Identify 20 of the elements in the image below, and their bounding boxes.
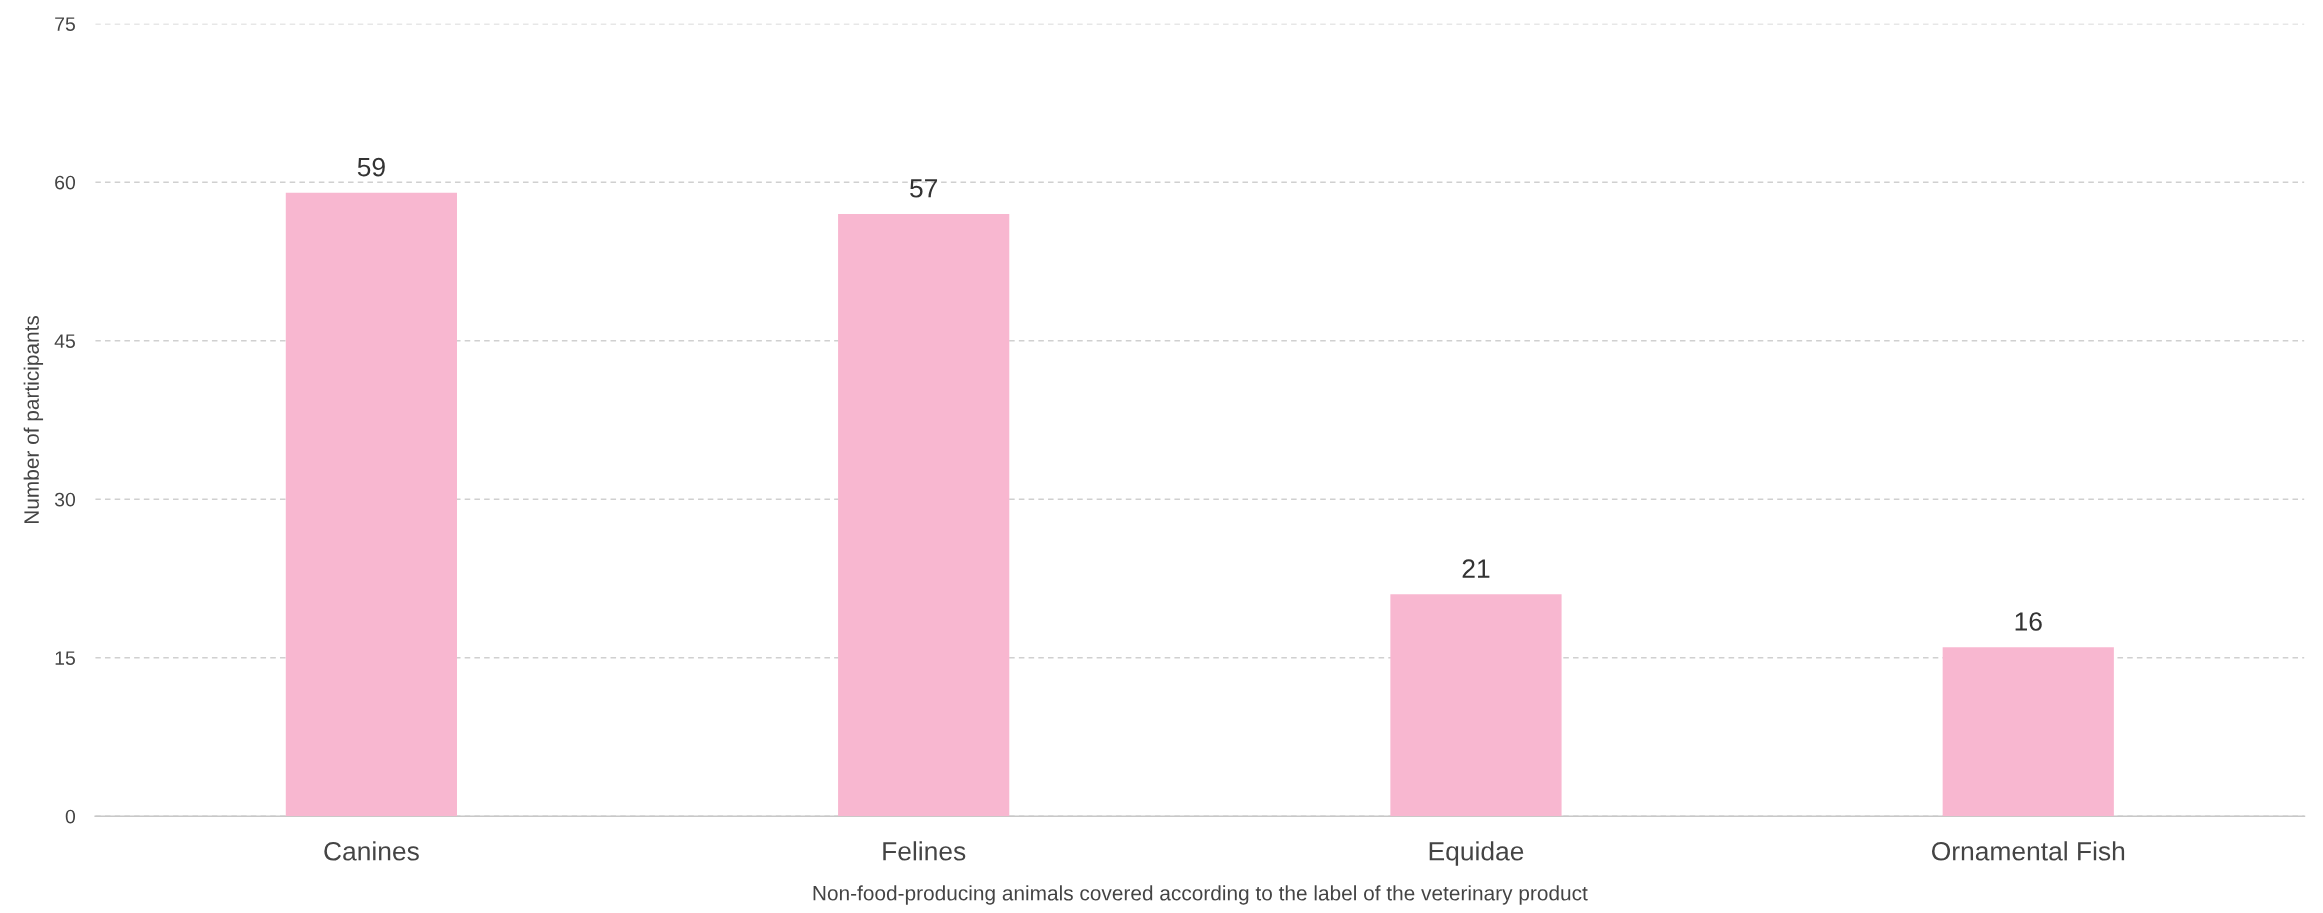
bar xyxy=(285,192,457,817)
bar xyxy=(1390,594,1562,817)
x-axis-title: Non-food-producing animals covered according to the label of the veterinary product xyxy=(813,885,1588,905)
data-label: 59 xyxy=(357,157,385,177)
bar xyxy=(1942,647,2114,817)
x-tick-label: Canines xyxy=(324,841,419,861)
data-label: 57 xyxy=(910,179,938,198)
y-tick-label: 15 xyxy=(55,651,75,665)
x-tick-label: Felines xyxy=(883,841,966,861)
data-label: 21 xyxy=(1462,559,1490,578)
y-tick-label: 75 xyxy=(55,17,75,31)
y-tick-label: 0 xyxy=(65,809,76,824)
y-tick-label: 30 xyxy=(54,492,76,507)
data-label: 16 xyxy=(2015,612,2042,631)
x-tick-label: Equidae xyxy=(1429,841,1524,866)
bar xyxy=(838,213,1010,817)
y-tick-label: 45 xyxy=(54,334,75,348)
y-axis-title: Number of participants xyxy=(23,315,44,524)
x-tick-label: Ornamental Fish xyxy=(1932,841,2125,861)
y-tick-label: 60 xyxy=(55,175,76,190)
